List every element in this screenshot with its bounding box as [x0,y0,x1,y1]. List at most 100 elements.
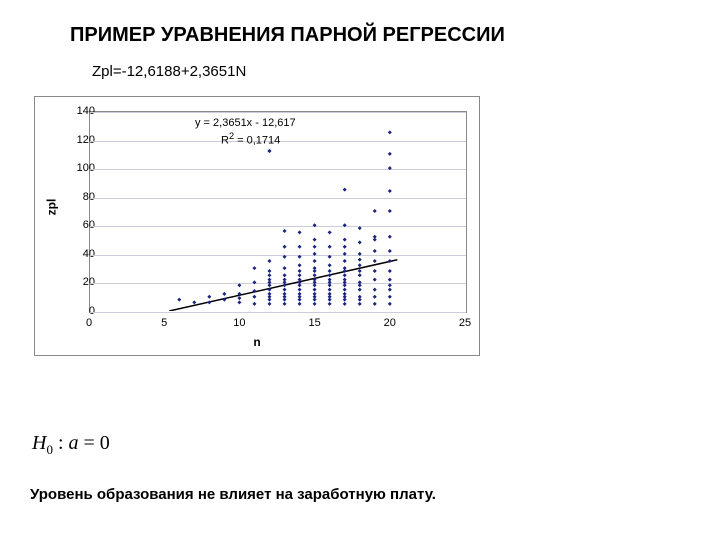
data-point [313,273,317,277]
data-point [358,288,362,292]
data-point [358,280,362,284]
data-point [343,245,347,249]
data-point [328,255,332,259]
x-tick-label: 15 [300,317,330,329]
data-point [388,302,392,306]
data-point [328,245,332,249]
data-point [328,292,332,296]
data-point [373,249,377,253]
data-point [388,130,392,134]
data-point [388,283,392,287]
data-point [343,302,347,306]
data-point [328,230,332,234]
data-point [298,302,302,306]
data-point [192,300,196,304]
data-point [283,245,287,249]
data-point [388,152,392,156]
data-point [373,238,377,242]
data-point [313,238,317,242]
data-point [343,292,347,296]
x-tick-label: 20 [375,317,405,329]
data-point [313,252,317,256]
data-point [358,226,362,230]
data-point [267,278,271,282]
data-point [267,269,271,273]
x-tick-label: 5 [149,317,179,329]
data-point [252,302,256,306]
data-point [343,238,347,242]
data-point [388,288,392,292]
data-point [373,278,377,282]
data-point [358,258,362,262]
data-point [298,273,302,277]
x-tick-label: 0 [74,317,104,329]
data-point [388,166,392,170]
data-point [283,302,287,306]
data-point [343,288,347,292]
data-point [298,255,302,259]
data-point [358,252,362,256]
data-point [313,288,317,292]
data-point [343,252,347,256]
data-point [237,296,241,300]
data-point [328,288,332,292]
data-point [267,149,271,153]
data-point [388,209,392,213]
data-point [267,302,271,306]
data-point [373,295,377,299]
data-point [373,259,377,263]
x-tick-label: 10 [224,317,254,329]
data-point [283,273,287,277]
data-point [207,295,211,299]
data-point [298,269,302,273]
conclusion-text: Уровень образования не влияет на заработ… [30,486,436,503]
data-point [283,229,287,233]
data-point [388,278,392,282]
y-axis-title: zpl [44,199,58,216]
data-point [343,266,347,270]
data-point [283,288,287,292]
x-axis-title: n [35,335,479,349]
data-point [358,240,362,244]
grid-line [90,312,466,313]
data-point [298,230,302,234]
data-point [373,302,377,306]
data-point [267,273,271,277]
data-point [343,273,347,277]
data-point [388,269,392,273]
data-point [298,263,302,267]
data-point [298,245,302,249]
data-point [177,298,181,302]
data-point [373,209,377,213]
slide-title: ПРИМЕР УРАВНЕНИЯ ПАРНОЙ РЕГРЕССИИ [70,24,505,47]
data-point [358,302,362,306]
data-point [313,292,317,296]
data-point [388,189,392,193]
data-point [237,300,241,304]
data-point [343,188,347,192]
data-point [388,295,392,299]
chart-equation-label: y = 2,3651x - 12,617 [195,117,296,129]
data-point [313,259,317,263]
x-tick-label: 25 [450,317,480,329]
data-point [252,295,256,299]
data-point [252,266,256,270]
data-point [328,302,332,306]
data-point [343,259,347,263]
data-point [358,263,362,267]
hypothesis: H0 : a = 0 [32,432,110,458]
data-point [328,269,332,273]
data-point [373,288,377,292]
data-point [252,280,256,284]
data-point [313,223,317,227]
data-point [358,269,362,273]
data-point [298,288,302,292]
regression-equation: Zpl=-12,6188+2,3651N [92,63,246,80]
data-point [358,273,362,277]
data-point [388,235,392,239]
chart-r2-label: R2 = 0,1714 [221,131,280,147]
data-point [328,278,332,282]
data-point [388,249,392,253]
data-point [283,255,287,259]
data-point [373,269,377,273]
